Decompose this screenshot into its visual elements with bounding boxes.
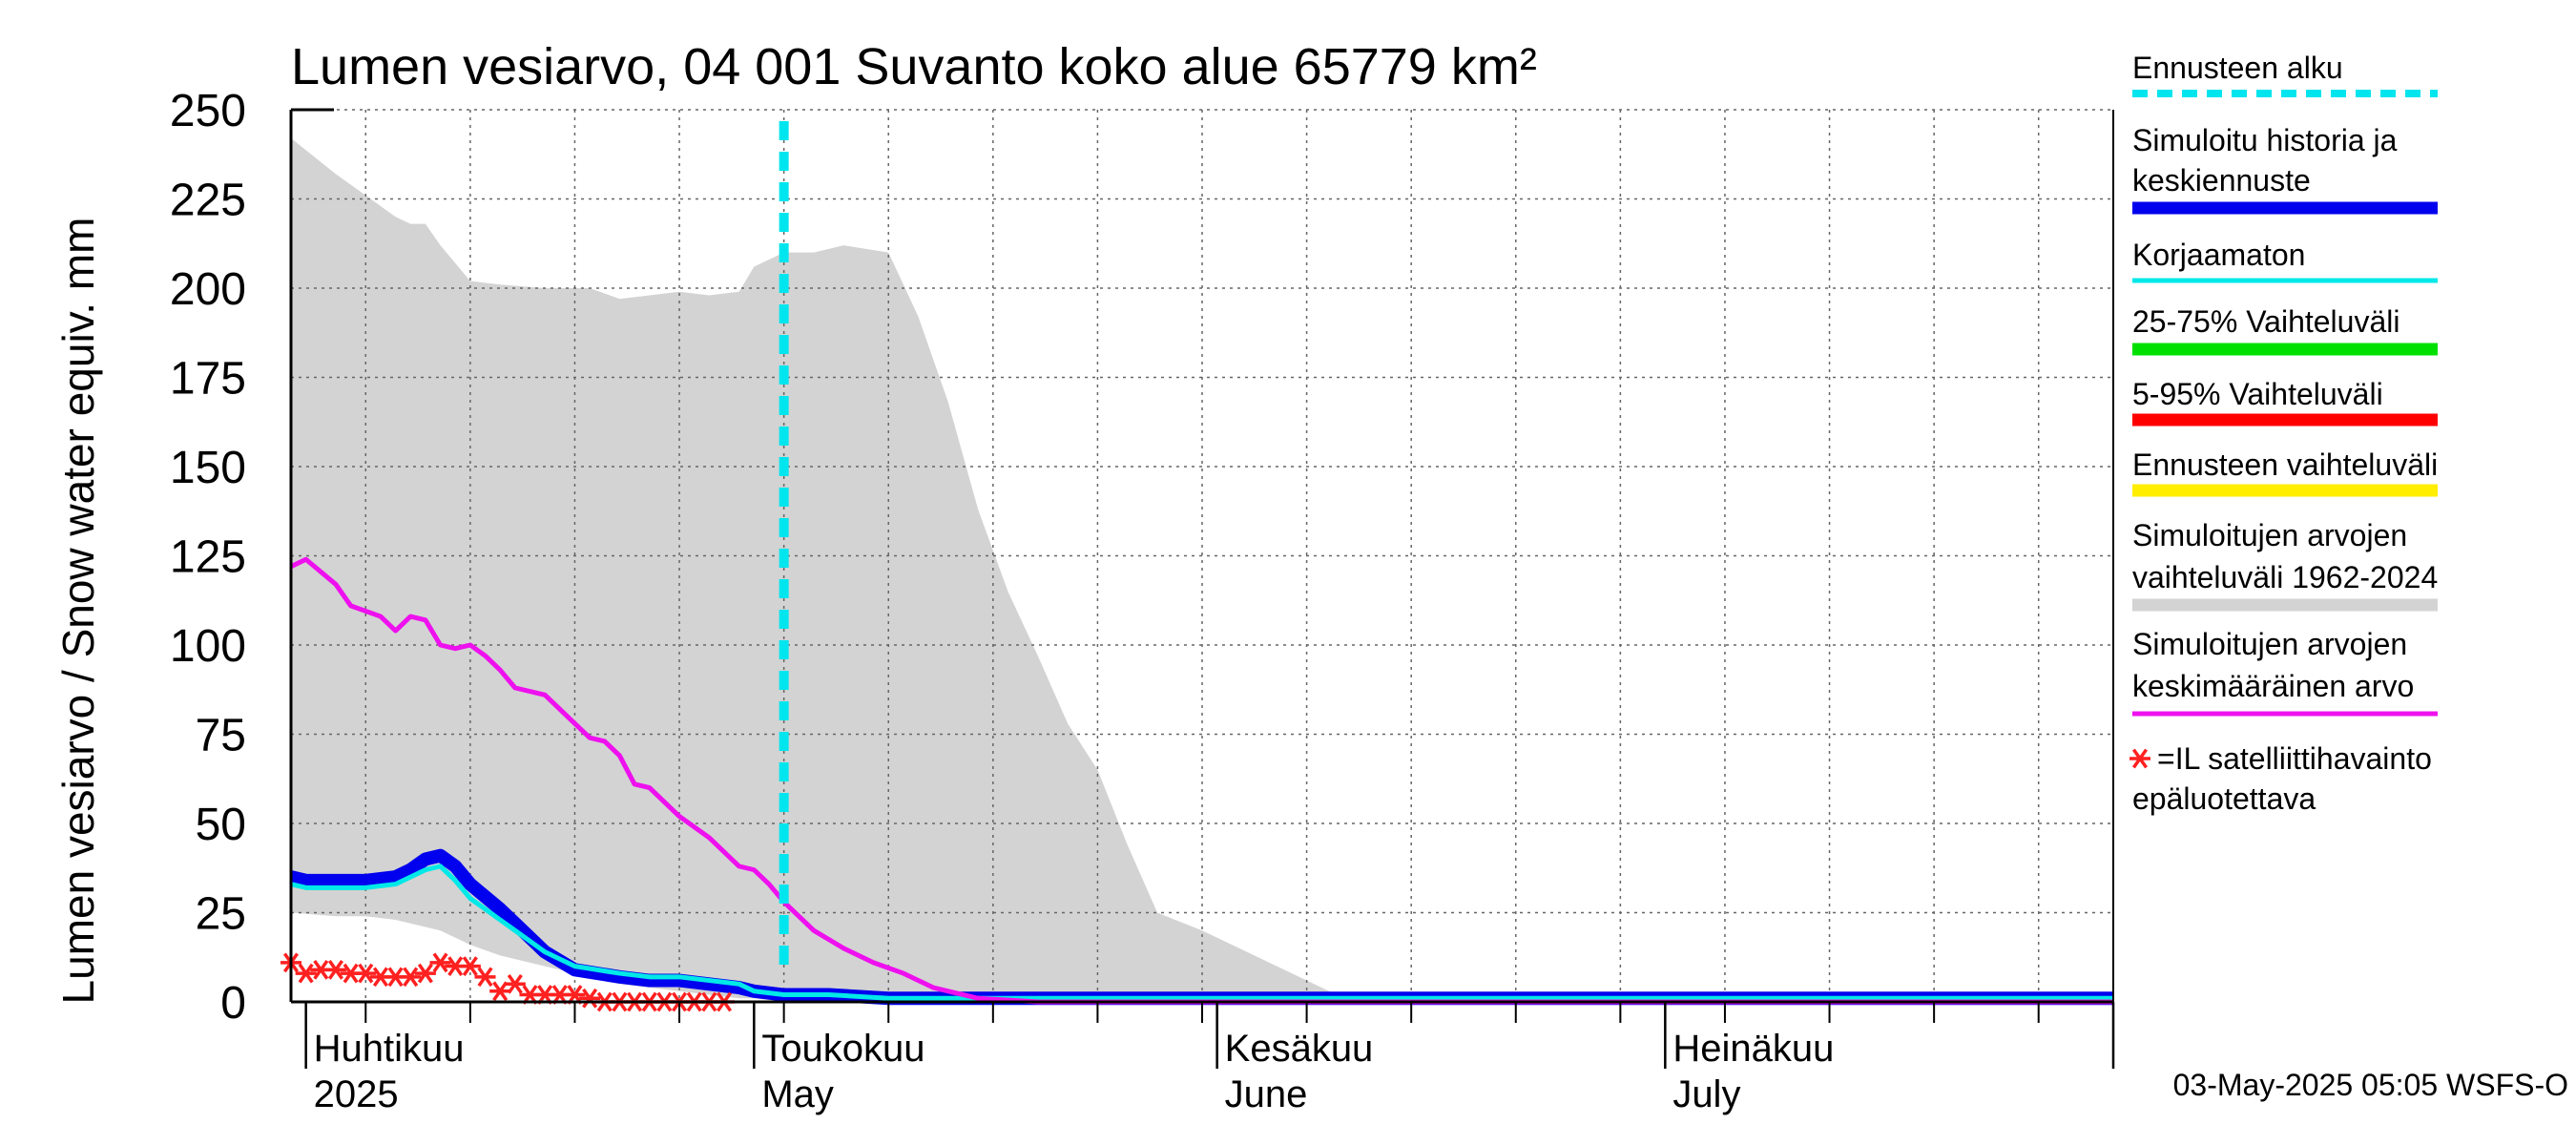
month-label: Heinäkuu (1672, 1028, 1834, 1070)
month-sublabel: June (1225, 1073, 1308, 1115)
satellite-point (504, 973, 526, 994)
legend-label: vaihteluväli 1962-2024 (2132, 560, 2438, 594)
legend-label: 25-75% Vaihteluväli (2132, 304, 2399, 339)
y-tick-label: 150 (170, 443, 246, 493)
legend-label: keskimääräinen arvo (2132, 669, 2414, 703)
legend-label: 5-95% Vaihteluväli (2132, 377, 2383, 411)
month-sublabel: 2025 (314, 1073, 399, 1115)
y-tick-label: 0 (220, 978, 246, 1029)
legend-label: Ennusteen alku (2132, 51, 2343, 85)
legend: Ennusteen alku Simuloitu historia ja keski… (2129, 51, 2438, 816)
chart-title: Lumen vesiarvo, 04 001 Suvanto koko alue… (291, 38, 1537, 95)
legend-label: keskiennuste (2132, 163, 2311, 198)
satellite-point (400, 967, 422, 988)
satellite-point (295, 963, 317, 984)
historical-range-band (291, 137, 2113, 1003)
month-sublabel: July (1672, 1073, 1740, 1115)
satellite-point (414, 963, 436, 984)
month-label: Toukokuu (761, 1028, 924, 1070)
satellite-point (429, 952, 451, 973)
y-tick-label: 50 (196, 800, 246, 850)
legend-label: Korjaamaton (2132, 238, 2305, 272)
legend-label: Simuloitujen arvojen (2132, 627, 2407, 661)
series-line-historical-mean (289, 556, 2113, 1005)
legend-label: epäluotettava (2132, 781, 2316, 816)
y-tick-label: 75 (196, 711, 246, 761)
month-sublabel: May (761, 1073, 834, 1115)
y-tick-label: 25 (196, 889, 246, 940)
series-line-uncorrected (290, 864, 2113, 1001)
month-label: Kesäkuu (1225, 1028, 1374, 1070)
legend-label: Ennusteen vaihteluväli (2132, 448, 2438, 482)
y-tick-label: 200 (170, 264, 246, 315)
legend-label: Simuloitujen arvojen (2132, 518, 2407, 552)
plot-area: 2502252001751501251007550250Huhtikuu2025… (170, 86, 2115, 1115)
legend-label: Simuloitu historia ja (2132, 123, 2398, 157)
legend-marker-satellite (2129, 748, 2150, 769)
satellite-point (459, 956, 481, 976)
satellite-point (355, 963, 377, 984)
satellite-point (489, 981, 511, 1002)
y-tick-label: 100 (170, 621, 246, 672)
y-tick-label: 250 (170, 86, 246, 136)
y-tick-label: 225 (170, 176, 246, 226)
y-tick-label: 125 (170, 532, 246, 583)
month-label: Huhtikuu (314, 1028, 465, 1070)
satellite-point (579, 988, 601, 1009)
y-tick-label: 175 (170, 354, 246, 405)
footer-timestamp: 03-May-2025 05:05 WSFS-O (2173, 1068, 2568, 1102)
legend-label: =IL satelliittihavainto (2157, 741, 2432, 776)
satellite-point (324, 959, 346, 980)
y-axis-label: Lumen vesiarvo / Snow water equiv. mm (53, 218, 103, 1005)
satellite-point (474, 967, 496, 988)
